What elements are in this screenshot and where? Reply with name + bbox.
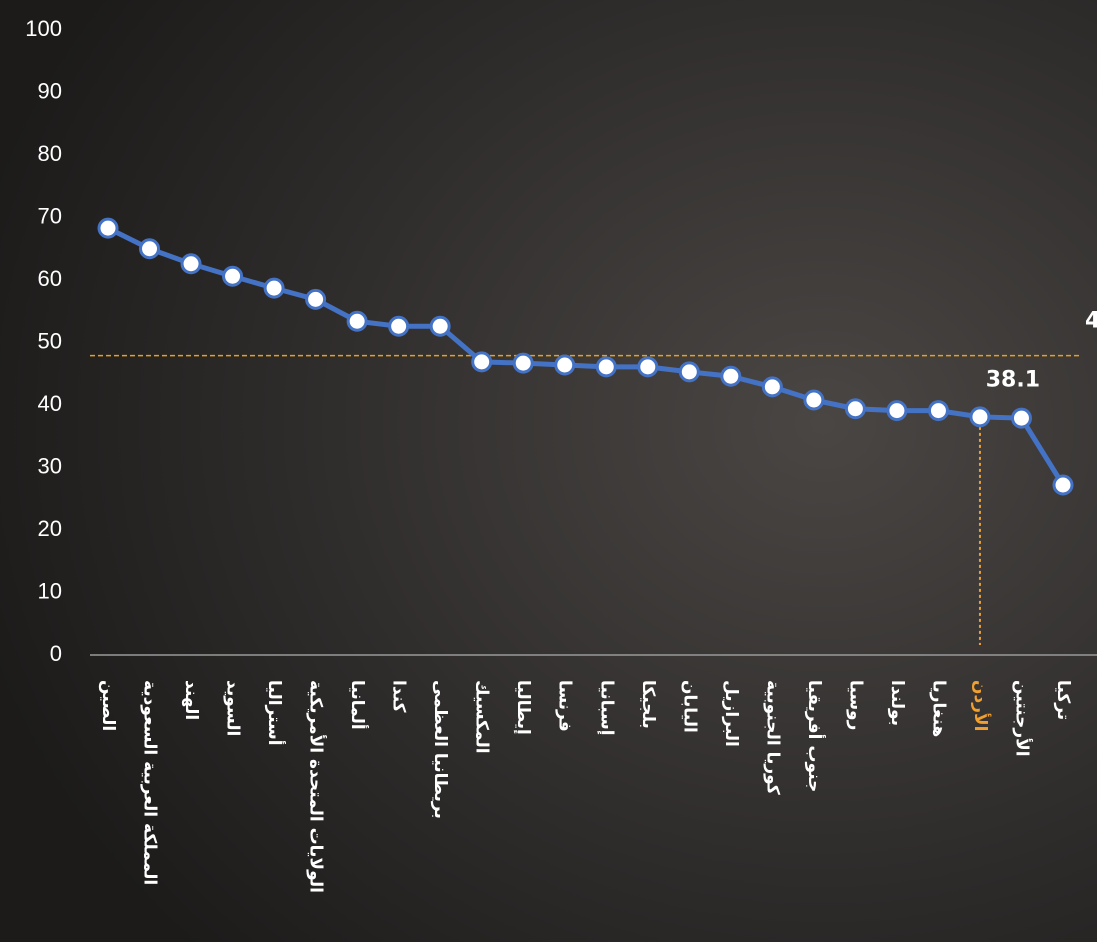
y-tick-label: 60 <box>38 266 62 291</box>
point <box>927 400 949 422</box>
data-label: 38.1 <box>986 368 1040 393</box>
point <box>97 217 119 239</box>
y-tick-label: 80 <box>38 141 62 166</box>
point <box>761 376 783 398</box>
point <box>180 253 202 275</box>
x-tick-label: الصين <box>98 680 118 731</box>
y-tick-label: 20 <box>38 516 62 541</box>
point <box>471 351 493 373</box>
point <box>720 365 742 387</box>
point <box>1010 407 1032 429</box>
point <box>346 310 368 332</box>
point <box>1052 474 1074 496</box>
y-tick-label: 0 <box>50 641 62 666</box>
x-tick-label: روسيا <box>845 680 865 730</box>
y-tick-label: 30 <box>38 453 62 478</box>
x-tick-label: الأرجنتين <box>1011 680 1032 757</box>
x-tick-label: البرازيل <box>721 680 741 747</box>
point <box>263 277 285 299</box>
x-tick-label: هنغاريا <box>928 680 948 737</box>
x-tick-label: بولندا <box>887 680 907 726</box>
point <box>388 315 410 337</box>
y-tick-label: 70 <box>38 203 62 228</box>
x-tick-label: كندا <box>389 680 409 713</box>
x-tick-label: الولايات المتحدة الأمريكية <box>306 680 327 893</box>
x-tick-label: ألمانيا <box>347 680 369 730</box>
y-tick-label: 10 <box>38 578 62 603</box>
x-tick-label: بريطانيا العظمى <box>430 680 450 819</box>
point <box>305 288 327 310</box>
x-tick-label: الهند <box>181 680 201 720</box>
x-tick-label: أستراليا <box>264 680 286 746</box>
point <box>429 315 451 337</box>
x-tick-label: الأردن <box>970 680 991 732</box>
y-tick-label: 40 <box>38 391 62 416</box>
point <box>844 398 866 420</box>
x-tick-label: المملكة العربية السعودية <box>140 680 160 885</box>
point <box>637 356 659 378</box>
point <box>512 352 534 374</box>
x-tick-label: إيطاليا <box>513 680 533 735</box>
point <box>222 265 244 287</box>
x-tick-label: فرنسا <box>555 680 575 732</box>
point <box>803 389 825 411</box>
x-tick-label: كوريا الجنوبية <box>762 680 782 795</box>
point <box>595 356 617 378</box>
x-tick-label: المكسيك <box>472 680 492 754</box>
point <box>886 400 908 422</box>
x-tick-label: جنوب أفريقيا <box>804 680 826 792</box>
y-tick-label: 50 <box>38 328 62 353</box>
average-label: المتوسط47.9 <box>1085 309 1097 334</box>
x-tick-label: تركيا <box>1053 680 1073 720</box>
point <box>678 361 700 383</box>
point <box>969 406 991 428</box>
x-tick-label: إسبانيا <box>596 680 616 736</box>
point <box>139 238 161 260</box>
y-tick-label: 100 <box>25 16 62 41</box>
x-tick-label: بلجيكا <box>638 680 658 729</box>
x-tick-label: السويد <box>223 680 243 736</box>
x-tick-label: اليابان <box>679 680 699 733</box>
average-value: 47.9 <box>1085 309 1097 334</box>
y-tick-label: 90 <box>38 78 62 103</box>
point <box>554 354 576 376</box>
